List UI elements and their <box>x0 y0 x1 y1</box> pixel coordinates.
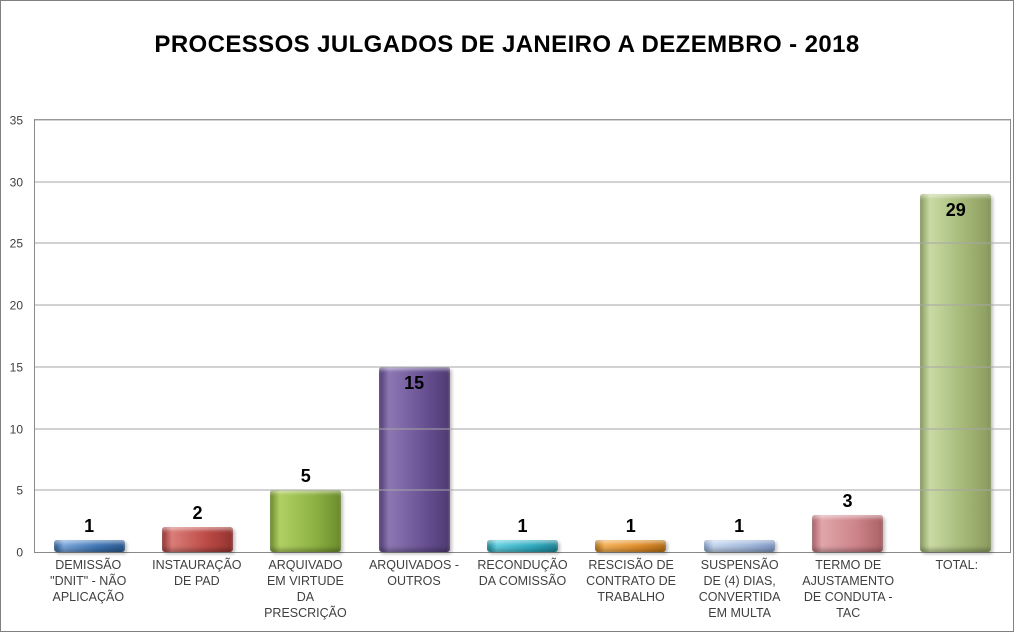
x-axis-category-label: RESCISÃO DE CONTRATO DE TRABALHO <box>586 558 676 604</box>
gridline <box>35 181 1010 183</box>
gridline <box>35 119 1010 121</box>
y-axis: 0 5 10 15 20 25 30 35 <box>1 114 29 560</box>
y-axis-tick-label: 15 <box>9 360 23 375</box>
x-axis-category-label: INSTAURAÇÃO DE PAD <box>152 558 242 588</box>
gridline <box>35 489 1010 491</box>
x-axis-category-label: SUSPENSÃO DE (4) DIAS, CONVERTIDA EM MUL… <box>698 558 781 620</box>
bar-slot: 2 <box>143 120 251 552</box>
bar: 1 <box>53 516 125 552</box>
y-axis-tick-label: 30 <box>9 175 23 190</box>
bar: 3 <box>811 491 883 552</box>
y-axis-tick-label: 20 <box>9 298 23 313</box>
bar: 2 <box>161 503 233 552</box>
gridline <box>35 366 1010 368</box>
bar-value-label: 1 <box>517 515 528 536</box>
bar-slot: 1 <box>685 120 793 552</box>
bar-value-label: 1 <box>84 515 95 536</box>
y-axis-tick-label: 35 <box>9 113 23 128</box>
bar-slot: 1 <box>468 120 576 552</box>
gridline <box>35 242 1010 244</box>
y-axis-tick-label: 10 <box>9 422 23 437</box>
y-axis-tick-label: 5 <box>16 483 23 498</box>
x-axis-category-label: DEMISSÃO "DNIT" - NÃO APLICAÇÃO <box>50 558 127 604</box>
bar-value-label: 1 <box>734 515 745 536</box>
gridline <box>35 304 1010 306</box>
bar-value-label: 29 <box>945 200 966 221</box>
bar-value-label: 2 <box>192 503 203 524</box>
x-axis-category-label: TOTAL: <box>935 558 979 572</box>
x-axis-category-label: TERMO DE AJUSTAMENTO DE CONDUTA - TAC <box>802 558 895 620</box>
bar: 1 <box>595 516 667 552</box>
x-axis-category-label: ARQUIVADO EM VIRTUDE DA PRESCRIÇÃO <box>264 558 347 620</box>
bar: 1 <box>703 516 775 552</box>
plot-area: 1 2 5 15 1 1 1 3 29 <box>34 119 1011 553</box>
gridline <box>35 428 1010 430</box>
bar-series: 1 2 5 15 1 1 1 3 29 <box>35 120 1010 552</box>
chart-title: PROCESSOS JULGADOS DE JANEIRO A DEZEMBRO… <box>154 31 860 58</box>
bar: 29 <box>920 194 992 552</box>
x-axis-category-label: ARQUIVADOS - OUTROS <box>368 558 459 588</box>
x-axis: DEMISSÃO "DNIT" - NÃO APLICAÇÃO INSTAURAÇ… <box>34 557 1011 621</box>
bar-value-label: 3 <box>842 490 853 511</box>
x-axis-category-label: RECONDUÇÃO DA COMISSÃO <box>477 558 568 588</box>
bar: 5 <box>270 466 342 552</box>
bar-slot: 5 <box>252 120 360 552</box>
bar-value-label: 5 <box>300 466 311 487</box>
bar-slot: 3 <box>793 120 901 552</box>
bar: 15 <box>378 366 450 552</box>
y-axis-tick-label: 0 <box>16 545 23 560</box>
bar-slot: 29 <box>902 120 1010 552</box>
bar-value-label: 15 <box>404 372 425 393</box>
y-axis-tick-label: 25 <box>9 237 23 252</box>
bar-value-label: 1 <box>625 515 636 536</box>
bar-slot: 15 <box>360 120 468 552</box>
bar-slot: 1 <box>577 120 685 552</box>
bar: 1 <box>486 516 558 552</box>
bar-slot: 1 <box>35 120 143 552</box>
